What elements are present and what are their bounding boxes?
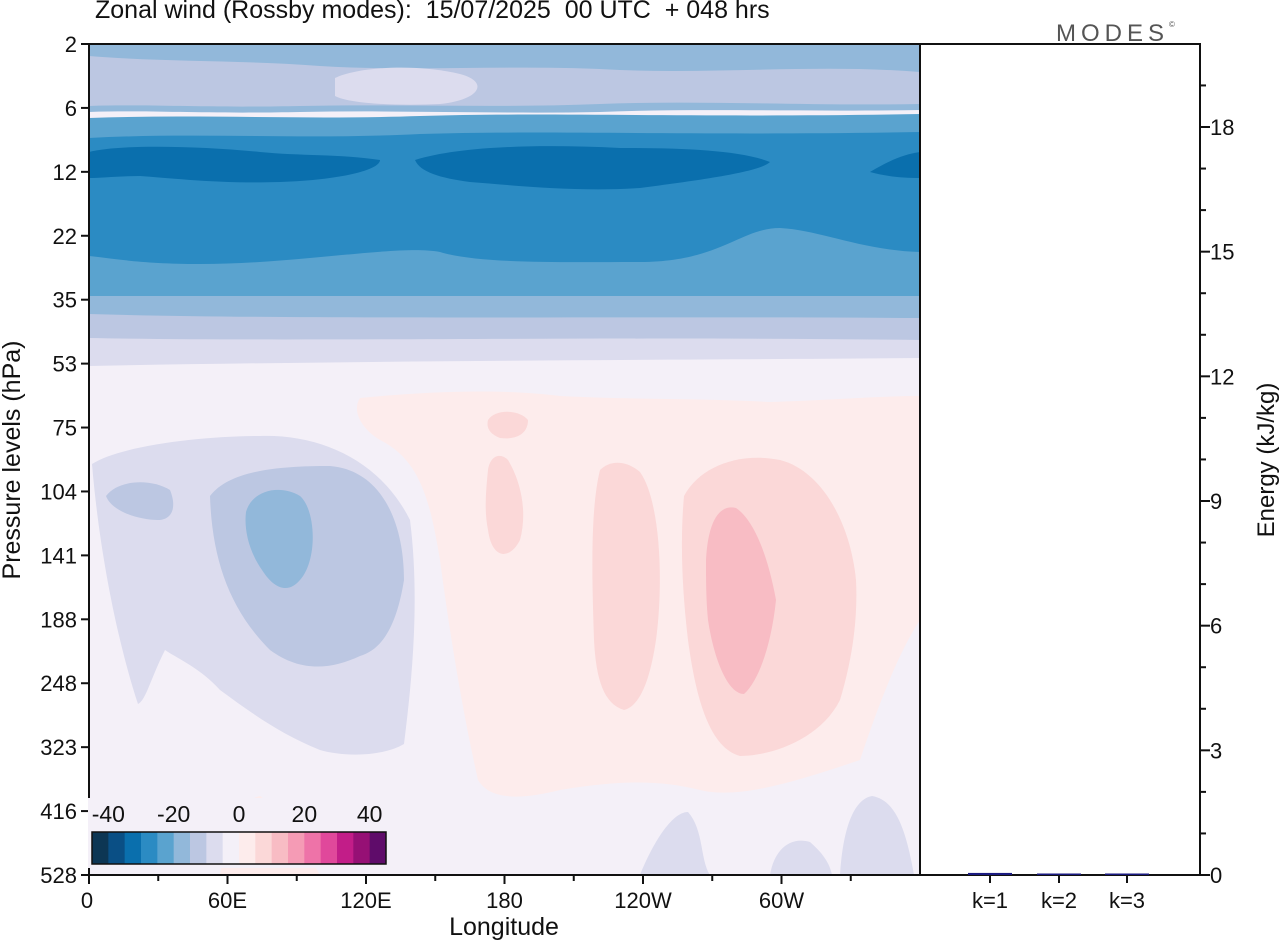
band-high-white xyxy=(335,67,478,105)
colorbar-swatch-7 xyxy=(206,832,224,864)
band-lower-stratosphere xyxy=(89,314,920,346)
x-tick-label-0: 0 xyxy=(81,888,93,913)
bar-k=1 xyxy=(968,872,1012,875)
colorbar-swatch-0 xyxy=(92,832,109,864)
heatmap-y-axis: 2 6 12 22 35 53 75 104 141 188 248 323 416 528 xyxy=(40,32,89,888)
band-tropopause xyxy=(89,338,920,366)
energy-tick-label-6: 6 xyxy=(1210,614,1222,639)
brand-text: MODES xyxy=(1056,20,1170,47)
y-tick-label-12: 12 xyxy=(53,160,77,185)
heatmap-field xyxy=(89,44,920,875)
colorbar-swatch-11 xyxy=(271,832,289,864)
x-tick-label-120E: 120E xyxy=(340,888,391,913)
positive-region-north xyxy=(487,411,528,439)
heatmap-x-axis: 0 60E 120E 180 120W 60W xyxy=(81,875,852,913)
y-tick-label-323: 323 xyxy=(40,735,77,760)
bar-label-k=2: k=2 xyxy=(1041,888,1077,913)
x-tick-label-120W: 120W xyxy=(614,888,672,913)
y-tick-label-248: 248 xyxy=(40,671,77,696)
brand-mark: © xyxy=(1169,20,1175,29)
x-tick-label-180: 180 xyxy=(486,888,523,913)
band-stratosphere-light xyxy=(89,56,920,107)
brand-logo: MODES© xyxy=(1056,20,1175,48)
bar-label-k=3: k=3 xyxy=(1109,888,1145,913)
colorbar-swatch-4 xyxy=(157,832,175,864)
near-surface-negative-1 xyxy=(640,812,710,875)
colorbar-swatch-13 xyxy=(304,832,322,864)
y-tick-label-6: 6 xyxy=(65,96,77,121)
positive-region-streak xyxy=(485,455,524,554)
positive-region-center xyxy=(592,462,660,710)
band-jet-max-edge xyxy=(870,152,920,178)
colorbar-swatch-14 xyxy=(320,832,338,864)
colorbar-swatch-6 xyxy=(190,832,207,864)
energy-tick-label-18: 18 xyxy=(1210,115,1234,140)
x-tick-label-60E: 60E xyxy=(208,888,247,913)
positive-region-core xyxy=(706,507,776,694)
y-tick-label-104: 104 xyxy=(40,479,77,504)
colorbar-tick-label-1: -20 xyxy=(157,801,190,827)
bar-k=3 xyxy=(1105,873,1149,875)
y-tick-label-188: 188 xyxy=(40,607,77,632)
bar-y-axis: 0 3 6 9 12 15 18 xyxy=(1200,84,1234,888)
band-mid-stratosphere xyxy=(89,296,920,318)
colorbar-swatch-12 xyxy=(288,832,305,864)
band-jet-max-east xyxy=(415,146,770,190)
band-jet-max-west xyxy=(89,146,380,183)
colorbar-swatch-17 xyxy=(369,832,387,864)
energy-tick-label-0: 0 xyxy=(1210,863,1222,888)
y-tick-label-2: 2 xyxy=(65,32,77,57)
colorbar-swatch-9 xyxy=(239,832,256,864)
bar-label-k=1: k=1 xyxy=(972,888,1008,913)
y-axis-label: Pressure levels (hPa) xyxy=(0,341,26,580)
energy-axis-label: Energy (kJ/kg) xyxy=(1253,383,1280,538)
bar-panel-frame xyxy=(919,43,1201,876)
x-axis-label: Longitude xyxy=(449,913,559,941)
colorbar-swatch-1 xyxy=(108,832,126,864)
colorbar-swatch-8 xyxy=(222,832,240,864)
colorbar-tick-label-0: -40 xyxy=(92,801,125,827)
colorbar-swatch-2 xyxy=(124,832,142,864)
negative-region-small xyxy=(106,482,174,520)
colorbar: -40 -20 0 20 40 xyxy=(88,798,390,868)
near-surface-negative-2 xyxy=(770,840,832,875)
y-tick-label-141: 141 xyxy=(40,543,77,568)
chart-title: Zonal wind (Rossby modes): 15/07/2025 00… xyxy=(95,0,770,24)
energy-tick-label-15: 15 xyxy=(1210,240,1234,265)
colorbar-swatch-10 xyxy=(255,832,273,864)
colorbar-swatch-16 xyxy=(353,832,371,864)
energy-tick-label-12: 12 xyxy=(1210,364,1234,389)
colorbar-tick-label-4: 40 xyxy=(357,801,383,827)
energy-tick-label-9: 9 xyxy=(1210,489,1222,514)
colorbar-frame xyxy=(91,831,387,865)
colorbar-swatch-15 xyxy=(337,832,354,864)
y-tick-label-53: 53 xyxy=(53,352,77,377)
negative-region-core xyxy=(245,489,313,589)
near-surface-negative-3 xyxy=(840,796,914,875)
energy-tick-label-3: 3 xyxy=(1210,738,1222,763)
colorbar-tick-label-2: 0 xyxy=(233,801,246,827)
bar-k=2 xyxy=(1037,873,1081,875)
y-tick-label-35: 35 xyxy=(53,288,77,313)
y-tick-label-528: 528 xyxy=(40,863,77,888)
y-tick-label-416: 416 xyxy=(40,799,77,824)
colorbar-swatch-5 xyxy=(173,832,191,864)
colorbar-swatch-3 xyxy=(141,832,158,864)
bar-series: k=1 k=2 k=3 xyxy=(968,872,1149,913)
colorbar-tick-label-3: 20 xyxy=(292,801,318,827)
y-tick-label-22: 22 xyxy=(53,224,77,249)
y-tick-label-75: 75 xyxy=(53,416,77,441)
x-tick-label-60W: 60W xyxy=(759,888,804,913)
